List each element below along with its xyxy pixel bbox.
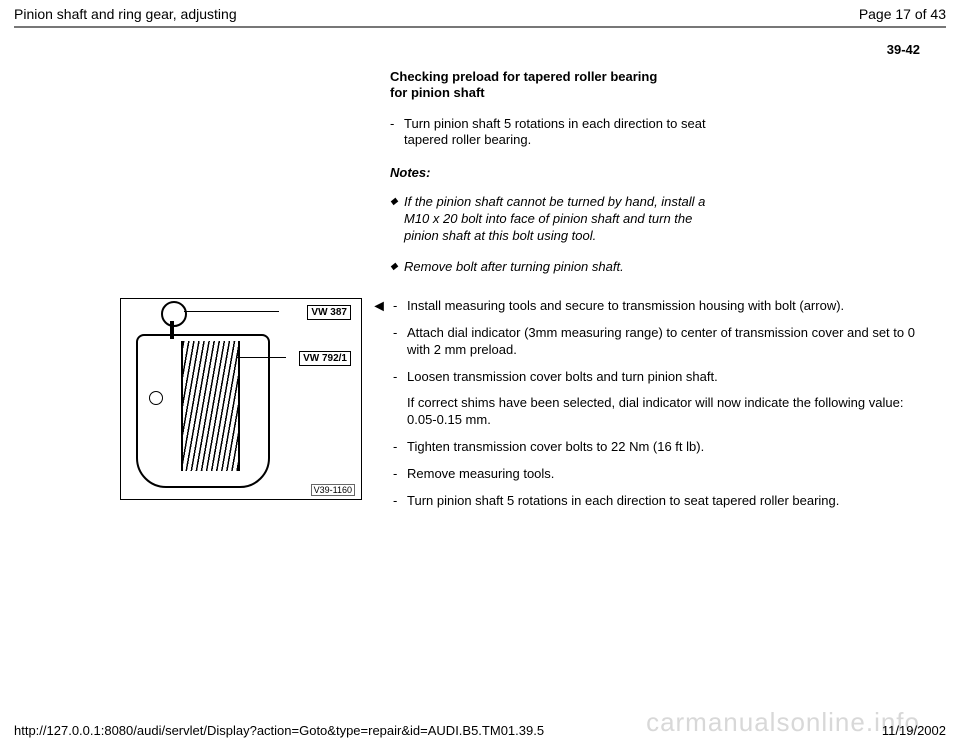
step-text: Turn pinion shaft 5 rotations in each di… (407, 493, 920, 510)
leader-line (184, 311, 279, 313)
note-text: If the pinion shaft cannot be turned by … (404, 194, 730, 245)
step-text: Tighten transmission cover bolts to 22 N… (407, 439, 920, 456)
note-item: ◆ Remove bolt after turning pinion shaft… (390, 259, 730, 276)
figure-label: VW 387 (307, 305, 351, 320)
section-heading: Checking preload for tapered roller bear… (390, 69, 730, 102)
step-item: - Remove measuring tools. (393, 466, 920, 483)
step-item: - Attach dial indicator (3mm measuring r… (393, 325, 920, 359)
note-item: ◆ If the pinion shaft cannot be turned b… (390, 194, 730, 245)
step-item: - Turn pinion shaft 5 rotations in each … (393, 493, 920, 510)
diamond-icon: ◆ (390, 259, 404, 276)
footer-url: http://127.0.0.1:8080/audi/servlet/Displ… (14, 723, 544, 738)
gauge-stem (170, 321, 174, 339)
figure-bolt (149, 391, 163, 405)
step-text: Remove measuring tools. (407, 466, 920, 483)
heading-line2: for pinion shaft (390, 85, 485, 100)
step-text: Attach dial indicator (3mm measuring ran… (407, 325, 920, 359)
step-text: Install measuring tools and secure to tr… (407, 298, 920, 315)
dash-icon: - (390, 116, 404, 150)
step-item: - Install measuring tools and secure to … (393, 298, 920, 315)
figure-id: V39-1160 (311, 484, 355, 496)
step-text: Turn pinion shaft 5 rotations in each di… (404, 116, 730, 150)
diamond-icon: ◆ (390, 194, 404, 245)
pointer-icon: ◄ (362, 298, 393, 520)
header-rule (14, 26, 946, 28)
dash-icon: - (393, 325, 407, 359)
dash-icon: - (393, 493, 407, 510)
note-text: Remove bolt after turning pinion shaft. (404, 259, 730, 276)
figure-hatch (181, 341, 240, 471)
section-number: 39-42 (20, 42, 940, 57)
figure: VW 387 VW 792/1 V39-1160 (120, 298, 362, 500)
dash-icon: - (393, 369, 407, 386)
dash-icon: - (393, 298, 407, 315)
heading-line1: Checking preload for tapered roller bear… (390, 69, 657, 84)
notes-heading: Notes: (390, 165, 730, 180)
dash-icon: - (393, 466, 407, 483)
step-text: Loosen transmission cover bolts and turn… (407, 369, 920, 386)
dash-icon: - (393, 439, 407, 456)
step-item: - Turn pinion shaft 5 rotations in each … (390, 116, 730, 150)
page-of: Page 17 of 43 (859, 6, 946, 22)
gauge-icon (161, 301, 187, 327)
step-item: - Tighten transmission cover bolts to 22… (393, 439, 920, 456)
step-subtext: If correct shims have been selected, dia… (407, 395, 920, 429)
step-item: - Loosen transmission cover bolts and tu… (393, 369, 920, 386)
doc-title: Pinion shaft and ring gear, adjusting (14, 6, 237, 22)
figure-label: VW 792/1 (299, 351, 351, 366)
footer-date: 11/19/2002 (882, 723, 946, 738)
leader-line (236, 357, 286, 359)
